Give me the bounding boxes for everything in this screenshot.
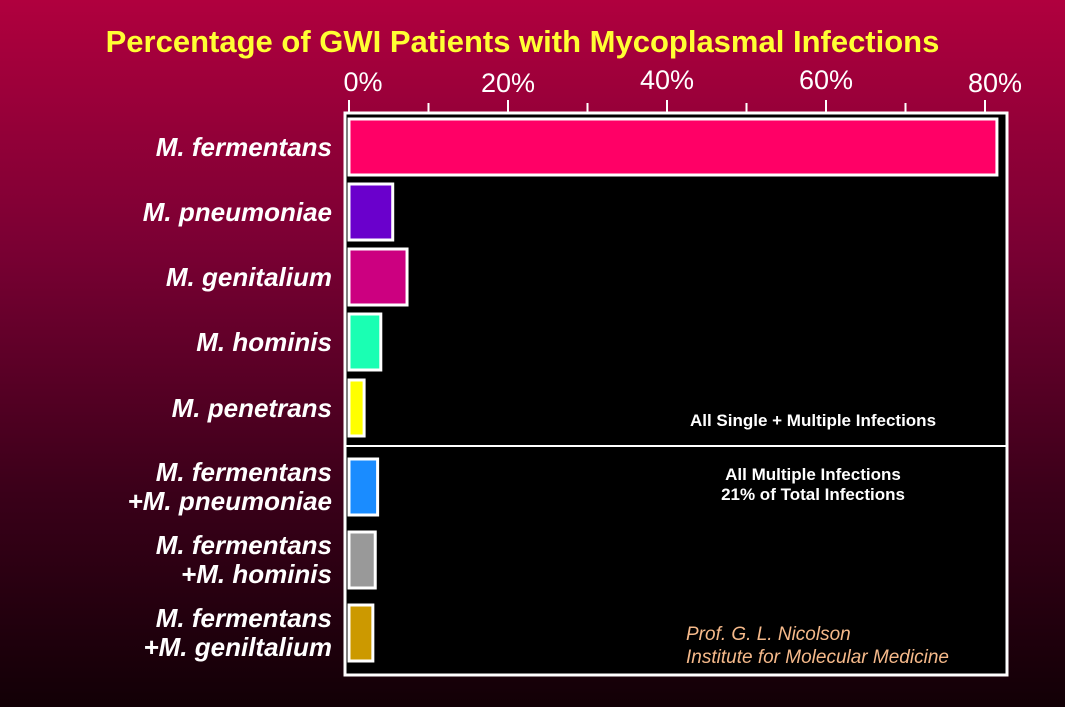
x-tick-label: 0% — [343, 67, 382, 97]
credit-line1: Prof. G. L. Nicolson — [686, 624, 851, 645]
category-label: M. penetrans — [172, 393, 332, 423]
credit-line2: Institute for Molecular Medicine — [686, 647, 949, 668]
category-label: M. genitalium — [166, 262, 332, 292]
category-label: M. pneumoniae — [143, 197, 332, 227]
annotation-single-multiple: All Single + Multiple Infections — [690, 411, 936, 430]
category-label: M. fermentans — [156, 530, 332, 560]
bar — [347, 603, 375, 663]
chart-title: Percentage of GWI Patients with Mycoplas… — [105, 24, 940, 59]
x-tick-label: 20% — [481, 68, 535, 98]
bar — [347, 247, 409, 307]
category-label: M. fermentans — [156, 457, 332, 487]
x-tick-label: 60% — [799, 65, 853, 95]
category-label: M. hominis — [196, 327, 332, 357]
category-label: +M. geniltalium — [143, 632, 332, 662]
plot-area — [343, 111, 1009, 677]
bar — [347, 457, 380, 517]
x-tick-label: 40% — [640, 65, 694, 95]
category-label: +M. pneumoniae — [128, 486, 332, 516]
annotation-multiple-line1: All Multiple Infections — [725, 465, 901, 484]
bar — [347, 378, 366, 438]
bar — [347, 530, 377, 590]
category-label: M. fermentans — [156, 132, 332, 162]
bar — [347, 117, 999, 177]
annotation-multiple-line2: 21% of Total Infections — [721, 485, 905, 504]
category-label: +M. hominis — [181, 559, 332, 589]
x-tick-label: 80% — [968, 68, 1022, 98]
bar — [347, 182, 395, 242]
bar — [347, 312, 383, 372]
category-label: M. fermentans — [156, 603, 332, 633]
